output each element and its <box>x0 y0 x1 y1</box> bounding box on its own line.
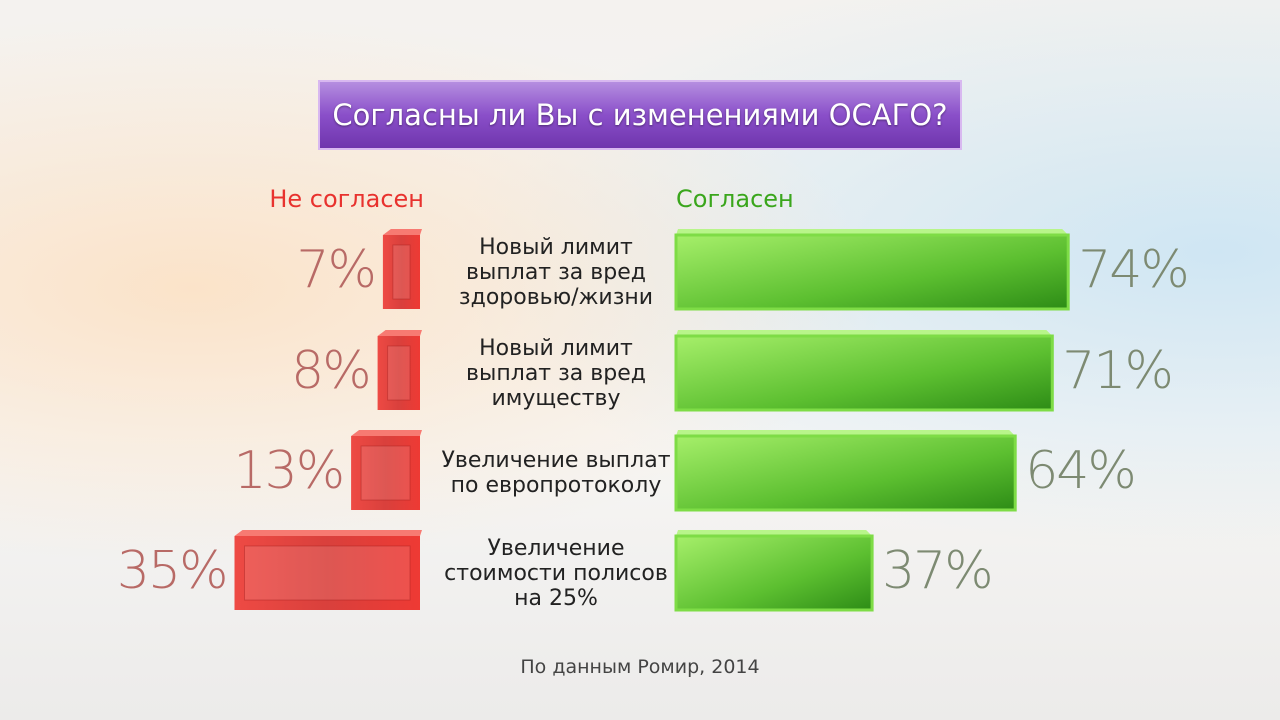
value-label: 74% <box>1078 240 1190 300</box>
value-label: 71% <box>1062 341 1174 401</box>
bar <box>234 536 420 610</box>
category-label: Увеличение выплат по европротоколу <box>441 448 671 498</box>
value-label: 35% <box>116 541 229 601</box>
bar-top <box>351 430 422 436</box>
value-label: 64% <box>1025 441 1137 501</box>
bar-inner <box>244 545 411 601</box>
bar <box>674 233 1070 311</box>
bar <box>674 334 1054 412</box>
bar-top <box>382 229 422 235</box>
value-label: 7% <box>296 240 376 300</box>
legend-label: Не согласен <box>269 185 424 213</box>
bar-top <box>377 330 422 336</box>
bar <box>674 534 874 612</box>
bar <box>382 235 420 309</box>
category-label: Новый лимит выплат за вред имуществу <box>466 335 646 411</box>
source-note: По данным Ромир, 2014 <box>520 656 760 678</box>
bar-inner <box>387 345 411 401</box>
category-label: Новый лимит выплат за вред здоровью/жизн… <box>458 234 654 310</box>
legend-label: Согласен <box>676 185 794 213</box>
bar-inner <box>392 244 411 300</box>
bar <box>351 436 420 510</box>
bar <box>674 434 1017 512</box>
value-label: 8% <box>291 341 371 401</box>
bar-top <box>234 530 422 536</box>
value-label: 37% <box>882 541 994 601</box>
chart-title: Согласны ли Вы с изменениями ОСАГО? <box>318 80 962 150</box>
value-label: 13% <box>233 441 346 501</box>
bar <box>377 336 420 410</box>
category-label: Увеличение стоимости полисов на 25% <box>444 535 668 611</box>
bar-inner <box>360 445 411 501</box>
